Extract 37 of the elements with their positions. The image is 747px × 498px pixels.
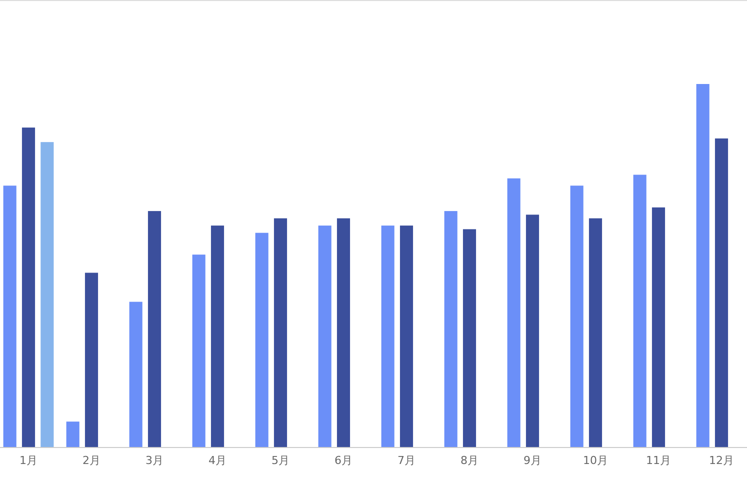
x-tick-label: 1月 — [20, 454, 38, 467]
x-tick-label: 5月 — [272, 454, 290, 467]
x-tick-label: 11月 — [646, 454, 671, 467]
x-tick-label: 2月 — [82, 454, 100, 467]
bar — [588, 218, 602, 447]
bar — [336, 218, 350, 447]
bar — [696, 84, 710, 447]
bar — [66, 422, 80, 447]
bar — [3, 186, 16, 447]
bar — [714, 138, 728, 447]
bar — [526, 214, 540, 447]
bar — [507, 178, 520, 447]
x-tick-label: 10月 — [583, 454, 608, 467]
bar — [400, 226, 414, 447]
x-tick-label: 6月 — [334, 454, 352, 467]
x-tick-label: 7月 — [398, 454, 416, 467]
bar — [633, 174, 646, 447]
bar — [192, 254, 206, 447]
bar — [318, 226, 332, 447]
bar — [274, 218, 288, 447]
bar — [652, 207, 666, 447]
bar — [444, 211, 458, 447]
bar — [255, 232, 268, 447]
x-tick-label: 8月 — [460, 454, 478, 467]
bar — [40, 142, 54, 447]
bar — [462, 229, 476, 447]
bar — [84, 272, 98, 447]
bar — [148, 211, 162, 447]
x-tick-label: 9月 — [524, 454, 542, 467]
bar — [129, 302, 142, 447]
bar — [570, 186, 584, 447]
bar — [22, 128, 36, 447]
bar — [381, 226, 394, 447]
x-tick-label: 12月 — [709, 454, 734, 467]
bar — [210, 226, 224, 447]
x-tick-label: 3月 — [146, 454, 164, 467]
x-tick-label: 4月 — [208, 454, 226, 467]
